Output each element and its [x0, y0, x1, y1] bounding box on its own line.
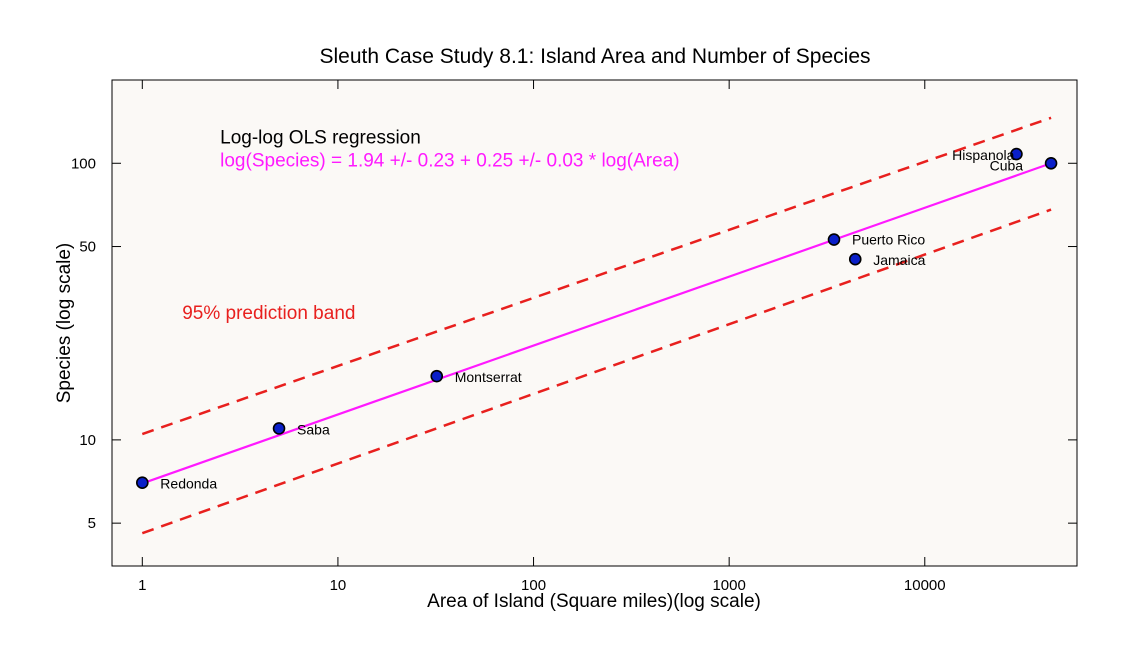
- data-point-label: Cuba: [990, 157, 1024, 173]
- fit-line-layer: [141, 162, 1052, 485]
- annotation-prediction-band: 95% prediction band: [182, 303, 355, 324]
- y-tick-label: 50: [79, 239, 96, 256]
- chart-title: Sleuth Case Study 8.1: Island Area and N…: [320, 45, 871, 68]
- x-tick-label: 10000: [904, 577, 946, 594]
- data-point-label: Montserrat: [455, 369, 522, 385]
- x-tick-label: 1: [138, 577, 146, 594]
- y-tick-label: 5: [88, 515, 96, 532]
- data-point-label: Hispanola: [952, 147, 1014, 163]
- x-tick-label: 100: [521, 577, 546, 594]
- data-point-label: Saba: [297, 421, 330, 437]
- y-tick-label: 10: [79, 432, 96, 449]
- prediction-band-lower-line: [141, 208, 1052, 535]
- annotation-regression-equation: log(Species) = 1.94 +/- 0.23 + 0.25 +/- …: [220, 151, 679, 172]
- data-point-label: Redonda: [160, 476, 217, 492]
- annotation-regression-title: Log-log OLS regression: [220, 127, 421, 148]
- annotation-layer: Log-log OLS regression log(Species) = 1.9…: [182, 127, 679, 324]
- x-tick-label: 10: [330, 577, 347, 594]
- data-point: [430, 369, 444, 383]
- data-point-label: Jamaica: [873, 252, 925, 268]
- data-point: [827, 233, 841, 246]
- x-tick-label: 1000: [712, 577, 745, 594]
- data-point: [1010, 147, 1023, 161]
- regression-fit-line: [141, 162, 1052, 485]
- data-point: [848, 252, 862, 266]
- axes-layer: 1 10 100 1000 10000 5 10 50 100: [71, 80, 1077, 594]
- y-tick-label: 100: [71, 155, 96, 172]
- data-point: [136, 476, 149, 490]
- prediction-band-layer: [141, 116, 1052, 535]
- data-point-label: Puerto Rico: [852, 232, 925, 248]
- data-point: [272, 422, 286, 435]
- data-point-layer: Redonda Saba Montserrat Puerto Rico Jamaica H…: [136, 147, 1058, 492]
- prediction-band-upper-line: [141, 116, 1052, 436]
- data-point: [1044, 156, 1058, 170]
- x-axis-label: Area of Island (Square miles)(log scale): [427, 591, 761, 612]
- y-axis-label: Species (log scale): [54, 243, 75, 404]
